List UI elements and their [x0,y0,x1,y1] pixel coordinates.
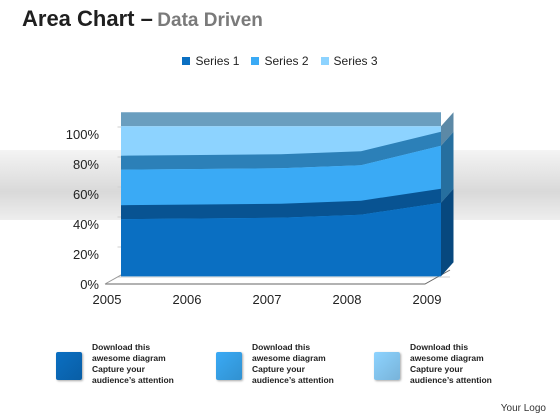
legend-item-series-3: Series 3 [320,54,378,68]
x-tick-label: 2009 [413,292,442,307]
legend-label-series-1: Series 1 [195,54,240,68]
info-card-2: Download this awesome diagram Capture yo… [216,342,362,386]
card-3-line-3: Capture your [410,364,463,374]
chart-legend: Series 1 Series 2 Series 3 [0,54,560,68]
y-tick-label: 80% [73,157,99,172]
page-title: Area Chart – Data Driven [22,6,263,32]
card-1-line-4: audience’s attention [92,375,174,385]
card-3-line-2: awesome diagram [410,353,484,363]
card-icon-1 [56,352,82,380]
card-1-line-2: awesome diagram [92,353,166,363]
x-tick-label: 2006 [173,292,202,307]
x-tick-label: 2007 [253,292,282,307]
card-text-1: Download this awesome diagram Capture yo… [92,342,202,386]
area-top-surface-2 [121,131,441,170]
card-2-line-2: awesome diagram [252,353,326,363]
info-card-3: Download this awesome diagram Capture yo… [374,342,520,386]
area-side-face-1 [441,188,454,277]
card-text-2: Download this awesome diagram Capture yo… [252,342,362,386]
card-1-line-3: Capture your [92,364,145,374]
y-tick-label: 0% [80,277,99,292]
y-tick-label: 40% [73,217,99,232]
card-text-3: Download this awesome diagram Capture yo… [410,342,520,386]
legend-label-series-3: Series 3 [333,54,378,68]
logo-text: Your Logo [500,403,546,414]
card-2-line-4: audience’s attention [252,375,334,385]
y-tick-label: 20% [73,247,99,262]
title-sub: Data Driven [157,10,263,31]
x-tick-label: 2005 [93,292,122,307]
legend-swatch-series-3 [320,57,329,65]
y-tick-label: 60% [73,187,99,202]
card-3-line-4: audience’s attention [410,375,492,385]
card-2-line-3: Capture your [252,364,305,374]
legend-swatch-series-2 [251,57,260,65]
legend-item-series-1: Series 1 [182,54,239,68]
area-side-face-2 [441,131,454,203]
area-side-face-3 [441,112,454,146]
legend-item-series-2: Series 2 [251,54,309,68]
x-tick-label: 2008 [333,292,362,307]
card-icon-3 [374,352,400,380]
info-cards: Download this awesome diagram Capture yo… [0,342,560,392]
legend-swatch-series-1 [182,57,191,65]
card-2-line-1: Download this [252,342,311,352]
card-icon-2 [216,352,242,380]
card-3-line-1: Download this [410,342,469,352]
card-1-line-1: Download this [92,342,151,352]
area-top-surface-3 [121,112,441,127]
title-main: Area Chart – [22,6,153,31]
legend-label-series-2: Series 2 [264,54,309,68]
y-tick-label: 100% [66,127,100,142]
info-card-1: Download this awesome diagram Capture yo… [56,342,202,386]
area-top-surface-1 [121,188,441,220]
area-series-1 [121,202,441,277]
